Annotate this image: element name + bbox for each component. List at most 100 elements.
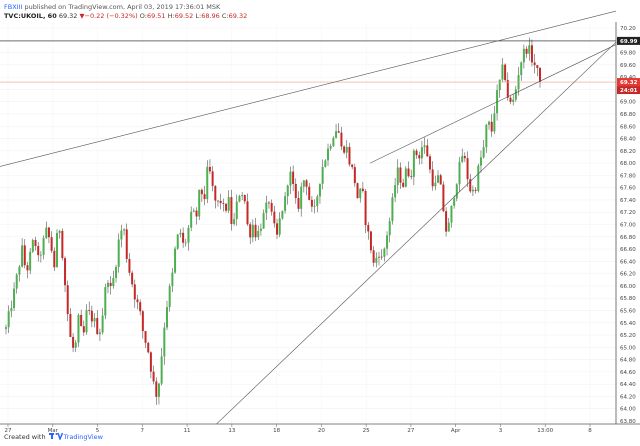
time-tick-label: 13:00 — [537, 428, 553, 434]
price-tick-label: 68.60 — [620, 124, 636, 130]
price-tick-label: 69.80 — [620, 51, 636, 57]
candle-up — [117, 239, 120, 267]
candle-up — [327, 148, 330, 161]
candle-down — [270, 202, 273, 212]
candle-up — [345, 146, 348, 153]
candle-down — [490, 121, 493, 132]
trendlines[interactable] — [0, 10, 617, 425]
candle-down — [82, 326, 85, 333]
candle-down — [47, 227, 50, 238]
trendline[interactable] — [0, 10, 617, 167]
trendline[interactable] — [369, 44, 617, 164]
candle-down — [230, 197, 233, 224]
trendline[interactable] — [216, 41, 617, 425]
candle-down — [131, 272, 134, 285]
candle-up — [166, 307, 169, 328]
candle-down — [426, 145, 429, 157]
candle-down — [415, 150, 418, 156]
candle-down — [267, 202, 270, 204]
candle-down — [53, 250, 56, 268]
candle-up — [388, 221, 391, 236]
candle-up — [458, 162, 461, 185]
candle-up — [106, 282, 109, 288]
candle-down — [225, 203, 228, 211]
candle-down — [442, 184, 445, 212]
candle-up — [171, 272, 174, 287]
candle-up — [184, 242, 187, 244]
candle-up — [157, 383, 160, 397]
candle-down — [536, 65, 539, 68]
candle-up — [281, 210, 284, 219]
candle-down — [243, 195, 246, 202]
candle-down — [136, 299, 139, 303]
candle-up — [85, 310, 88, 333]
candle-up — [187, 227, 190, 243]
price-tick-label: 67.80 — [620, 173, 636, 179]
candle-up — [74, 342, 77, 348]
candle-down — [149, 352, 152, 372]
candle-up — [391, 197, 394, 222]
price-tick-label: 64.40 — [620, 382, 636, 388]
candle-up — [176, 234, 179, 249]
candle-up — [120, 230, 123, 240]
candle-up — [302, 180, 305, 187]
candle-up — [15, 274, 18, 289]
candle-up — [192, 210, 195, 212]
candle-up — [31, 240, 34, 252]
candle-up — [286, 185, 289, 197]
candle-up — [437, 175, 440, 183]
candle-down — [372, 250, 375, 263]
candle-down — [88, 310, 91, 311]
candle-up — [55, 232, 58, 268]
candle-down — [200, 189, 203, 195]
candle-up — [482, 147, 485, 158]
publish-text: published on TradingView.com, April 03, … — [24, 3, 221, 11]
candle-up — [238, 196, 241, 202]
time-axis[interactable]: 27 Mar 5 7 11 13 18 20 25 27 Apr 3 13:00 8 — [5, 424, 593, 434]
candle-down — [141, 311, 144, 332]
price-tags: 69.99 69.32 24:01 — [617, 36, 640, 95]
candle-down — [64, 258, 67, 286]
candle-down — [80, 314, 83, 327]
ohlc-legend: TVC:UKOIL, 60 69.32 ▼−0.22 (−0.32%) O:69… — [4, 12, 247, 20]
candle-up — [160, 356, 163, 384]
time-tick-label: Mar — [48, 428, 59, 434]
candle-down — [69, 313, 72, 337]
time-tick-label: 25 — [363, 428, 370, 434]
candle-down — [214, 185, 217, 201]
candle-down — [305, 180, 308, 187]
candle-up — [168, 286, 171, 308]
candle-up — [377, 256, 380, 258]
candle-up — [332, 137, 335, 147]
time-tick-label: 27 — [407, 428, 414, 434]
countdown-tag-bg — [617, 86, 640, 95]
low-value: 68.96 — [201, 12, 220, 20]
price-tick-label: 64.80 — [620, 358, 636, 364]
candle-up — [335, 131, 338, 138]
candle-down — [402, 182, 405, 187]
author-link[interactable]: FBXIII — [4, 3, 23, 11]
high-price-tag: 69.99 — [620, 39, 638, 45]
candle-up — [375, 257, 378, 263]
candle-down — [463, 156, 466, 159]
tradingview-link[interactable]: TradingView — [63, 433, 103, 441]
price-tick-label: 67.00 — [620, 223, 636, 229]
candle-down — [310, 199, 313, 207]
candle-up — [115, 266, 118, 278]
candle-up — [450, 205, 453, 223]
candle-down — [216, 200, 219, 202]
grid — [0, 22, 616, 424]
price-tick-label: 68.20 — [620, 149, 636, 155]
candle-down — [219, 200, 222, 204]
candle-up — [77, 314, 80, 343]
candle-down — [182, 232, 185, 243]
candle-down — [50, 237, 53, 251]
candle-up — [174, 248, 177, 273]
candle-down — [125, 229, 128, 259]
price-axis[interactable]: 70.2070.0069.8069.6069.4069.2069.0068.80… — [620, 26, 636, 425]
candle-down — [26, 265, 29, 271]
candle-up — [528, 45, 531, 54]
candle-down — [356, 183, 359, 199]
candle-up — [278, 218, 281, 235]
